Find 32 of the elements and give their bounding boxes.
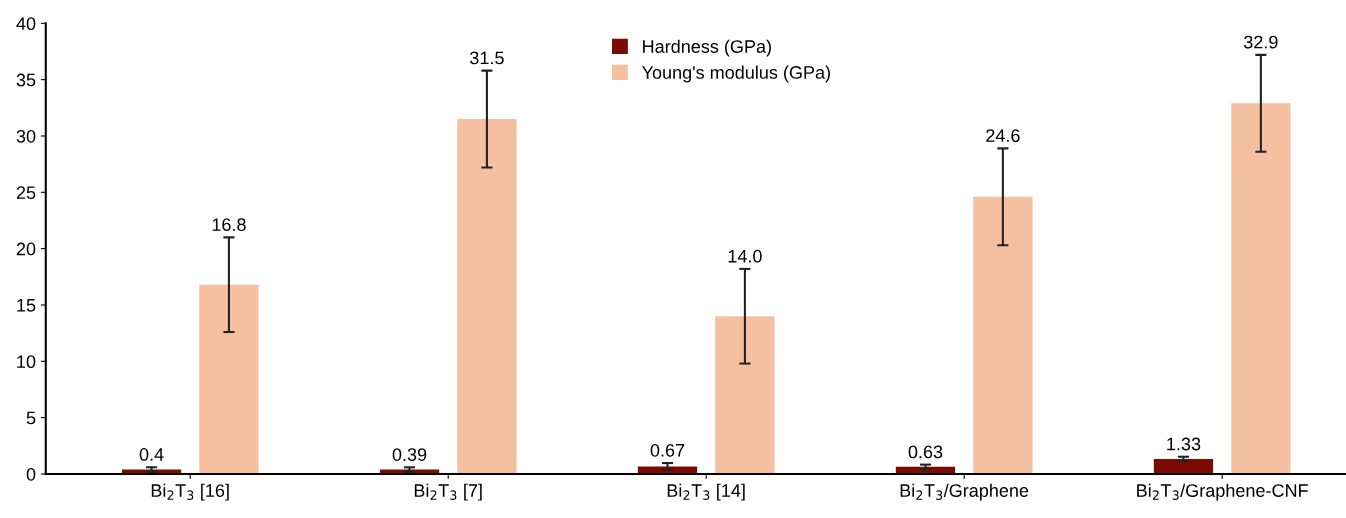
x-tick-label: Bi$_{2}$T$_{3}$/Graphene <box>900 483 1029 501</box>
legend-label: Hardness (GPa) <box>643 39 771 57</box>
data-label: 0.67 <box>650 443 685 457</box>
x-tick-label: Bi$_{2}$T$_{3}$/Graphene-CNF <box>1137 483 1308 501</box>
y-tick-label: 15 <box>17 299 36 312</box>
bar <box>1153 458 1214 474</box>
x-tick-label: Bi$_{2}$T$_{3}$ [14] <box>667 483 745 501</box>
bar <box>1231 103 1291 474</box>
data-label: 0.4 <box>139 448 164 461</box>
data-label: 14.0 <box>728 249 762 263</box>
x-tick-label: Bi$_{2}$T$_{3}$ [16] <box>151 483 229 501</box>
data-label: 31.5 <box>470 51 504 65</box>
y-tick-label: 30 <box>16 129 36 143</box>
y-tick-label: 20 <box>16 242 36 256</box>
bar <box>199 284 259 474</box>
y-tick-label: 5 <box>26 411 36 425</box>
data-label: 16.8 <box>212 218 246 232</box>
data-label: 0.39 <box>392 448 427 461</box>
data-label: 24.6 <box>986 129 1020 143</box>
y-tick-label: 0 <box>26 467 36 481</box>
x-tick-label: Bi$_{2}$T$_{3}$ [7] <box>414 483 482 501</box>
y-tick-label: 25 <box>16 186 36 200</box>
y-tick-label: 40 <box>16 17 36 31</box>
legend-label: Young's modulus (GPa) <box>642 65 830 83</box>
bar <box>715 316 775 474</box>
data-label: 1.33 <box>1167 437 1201 451</box>
bar <box>457 119 517 474</box>
y-tick-label: 10 <box>17 355 36 369</box>
bar <box>973 196 1033 474</box>
data-label: 32.9 <box>1243 35 1278 49</box>
y-tick-label: 35 <box>16 73 36 87</box>
data-label: 0.63 <box>908 445 943 459</box>
